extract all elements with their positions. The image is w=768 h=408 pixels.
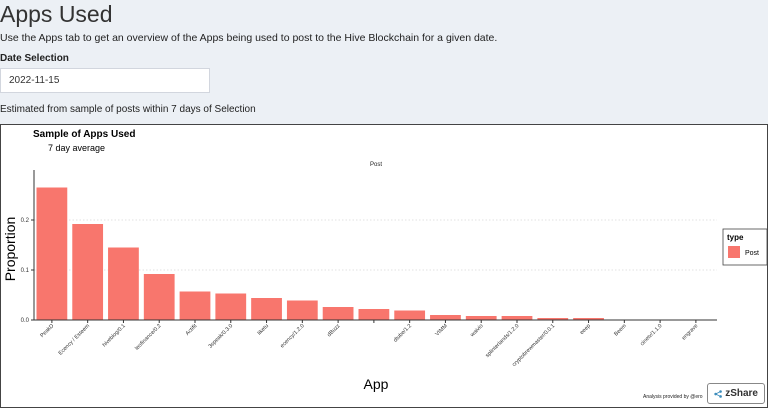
bar <box>143 274 175 320</box>
x-tick-label: hiveblog/0.1 <box>102 323 127 348</box>
x-tick-label: dtube/1.2 <box>393 323 413 343</box>
analysis-credit: Analysis provided by @ero <box>643 394 703 400</box>
page-subtitle: Use the Apps tab to get an overview of t… <box>0 32 498 44</box>
bar <box>36 187 68 320</box>
chart-title: Sample of Apps Used <box>33 129 135 140</box>
y-tick-label: 0.2 <box>21 218 30 224</box>
x-tick-label: 3speak/0.3.0 <box>208 323 235 350</box>
bar <box>430 315 461 320</box>
bar <box>465 316 497 320</box>
bar <box>251 298 282 320</box>
x-tick-label: PeakD <box>39 323 55 339</box>
x-tick-label: Ecency / Esteem <box>58 323 92 357</box>
x-tick-label: splinterlands/1.2.0 <box>485 323 521 359</box>
bar <box>215 293 247 320</box>
bar <box>537 318 569 320</box>
legend-swatch-post <box>728 246 740 258</box>
zshare-label: zShare <box>725 388 758 399</box>
bar <box>358 309 390 320</box>
y-tick-label: 0.0 <box>21 318 30 324</box>
x-tick-label: Actifit <box>185 323 199 337</box>
bar <box>573 318 604 320</box>
chart-subtitle: 7 day average <box>48 143 105 153</box>
x-tick-label: leofinance/0.2 <box>134 323 162 351</box>
x-tick-label: eeep <box>579 323 592 336</box>
x-tick-label: dBuzz <box>326 323 341 338</box>
y-axis-label: Proportion <box>2 217 18 282</box>
bar <box>179 291 211 320</box>
date-selection-label: Date Selection <box>0 53 69 64</box>
bar <box>286 300 318 320</box>
chart-legend: type Post <box>722 228 767 266</box>
page-title: Apps Used <box>0 1 113 27</box>
facet-label: Post <box>370 162 382 168</box>
apps-used-chart: 0.0 0.1 0.2 PeakD Ecency / Esteem hiveblog/0.… <box>2 129 767 392</box>
x-tick-label: cryptobrewmaster/0.0.1 <box>511 323 556 368</box>
bar <box>108 247 139 320</box>
x-tick-label: liketu <box>257 323 270 336</box>
bar <box>501 316 533 320</box>
x-axis-label: App <box>364 376 389 392</box>
y-tick-label: 0.1 <box>21 268 30 274</box>
date-selection-input[interactable] <box>0 68 210 93</box>
bar <box>394 310 426 320</box>
x-tick-label: engrave <box>681 323 699 341</box>
sample-note: Estimated from sample of posts within 7 … <box>0 104 256 115</box>
x-tick-label: VIMM <box>434 323 449 338</box>
zshare-button[interactable]: zShare <box>707 383 765 404</box>
chart-panel: 0.0 0.1 0.2 PeakD Ecency / Esteem hiveblog/0.… <box>0 124 768 408</box>
share-icon <box>714 389 722 398</box>
x-tick-label: waivio <box>469 323 485 339</box>
legend-label-post: Post <box>745 250 759 257</box>
x-tick-label: ecency/1.2.0 <box>279 323 305 349</box>
legend-title: type <box>727 233 744 242</box>
bar <box>72 224 104 320</box>
bar <box>322 307 354 320</box>
x-tick-label: Beem <box>613 323 628 338</box>
x-tick-label: cinetv/1.1.0 <box>639 323 663 347</box>
